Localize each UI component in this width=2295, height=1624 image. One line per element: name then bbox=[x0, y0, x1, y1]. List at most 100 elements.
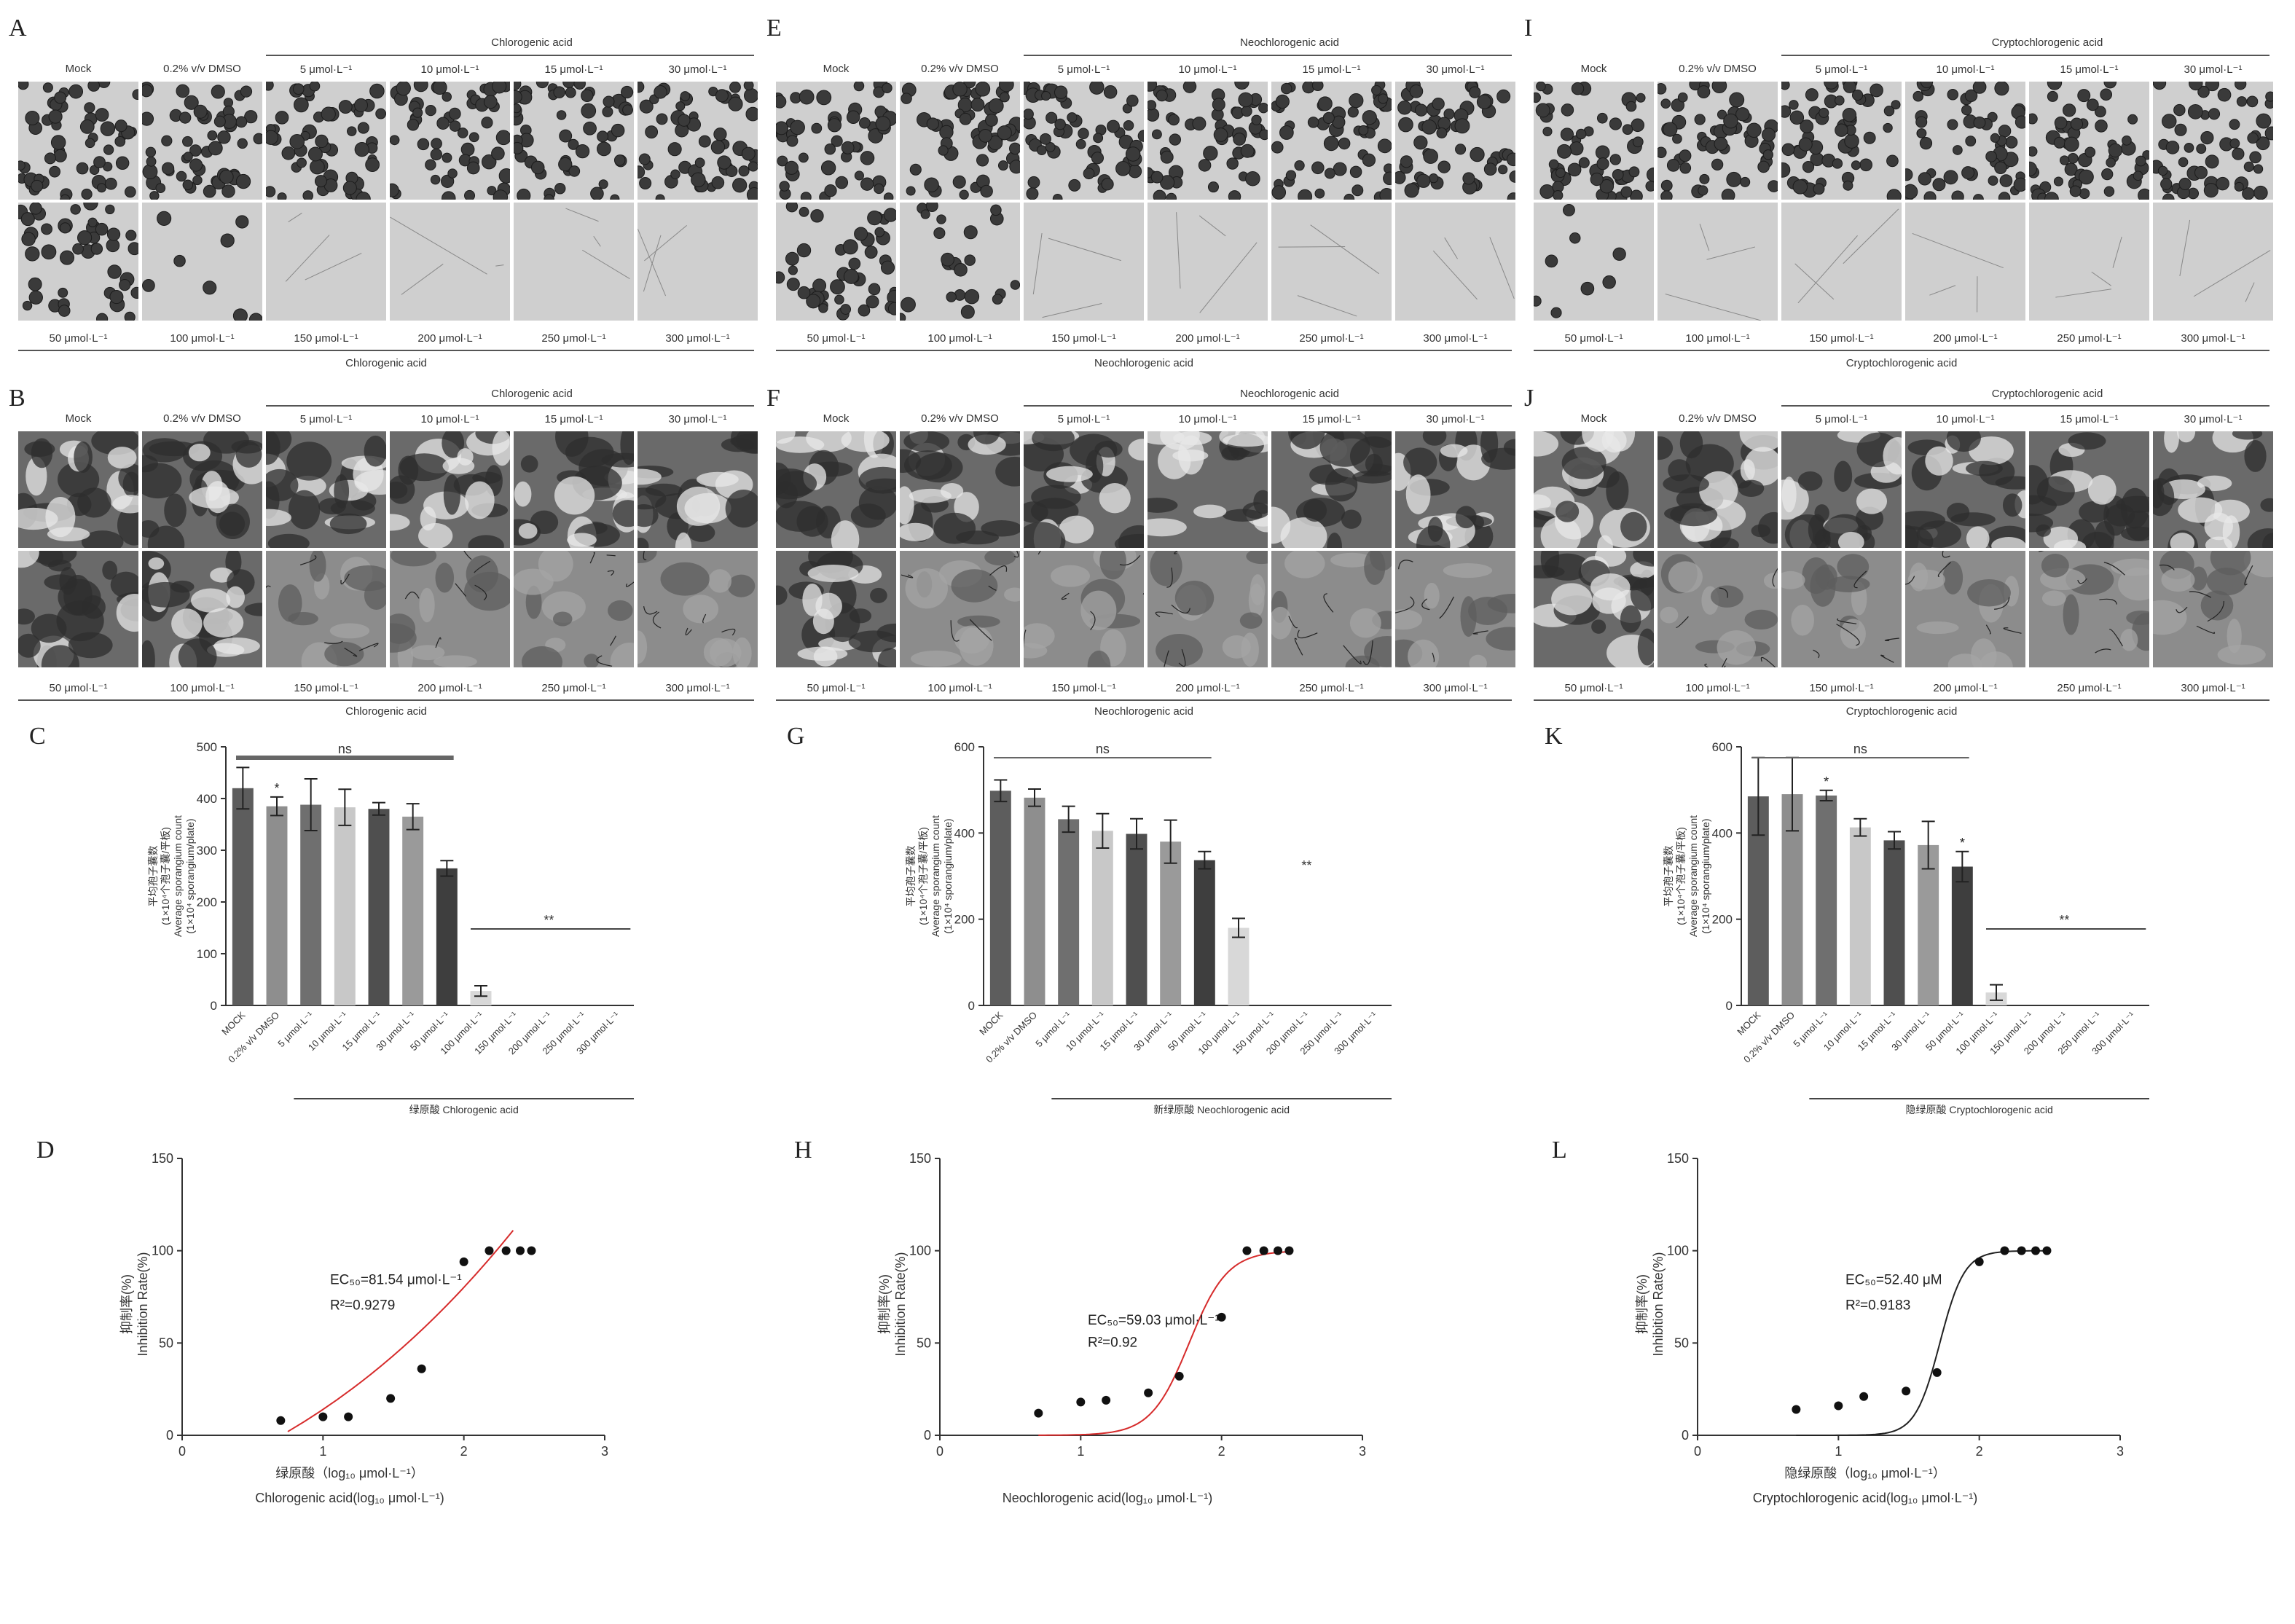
micrograph-cell bbox=[2029, 82, 2149, 200]
column-label: 10 μmol·L⁻¹ bbox=[420, 63, 479, 76]
r2-annotation: R²=0.92 bbox=[1088, 1335, 1137, 1350]
micrograph-cell bbox=[2029, 551, 2149, 667]
data-point bbox=[1902, 1386, 1911, 1396]
bar bbox=[1883, 840, 1905, 1005]
column-label: 150 μmol·L⁻¹ bbox=[294, 682, 358, 694]
data-point bbox=[344, 1412, 353, 1421]
column-label: 250 μmol·L⁻¹ bbox=[541, 682, 606, 694]
compound-header: Neochlorogenic acid bbox=[1240, 36, 1339, 49]
micrograph-cell bbox=[514, 431, 634, 548]
ns-label: ns bbox=[338, 742, 352, 756]
panel-label: I bbox=[1524, 15, 1533, 42]
column-label: 50 μmol·L⁻¹ bbox=[807, 332, 866, 345]
r2-annotation: R²=0.9279 bbox=[330, 1298, 395, 1314]
footer-line bbox=[1534, 699, 2270, 701]
column-label: 250 μmol·L⁻¹ bbox=[541, 332, 606, 345]
bar bbox=[266, 806, 288, 1005]
y-tick-label: 0 bbox=[924, 1428, 931, 1443]
sig-label: ** bbox=[544, 913, 554, 927]
y-axis-label: Inhibition Rate(%) bbox=[893, 1252, 908, 1356]
footer-line bbox=[18, 699, 754, 701]
y-axis-label: Average sporangium count bbox=[930, 815, 941, 937]
micrograph-cell bbox=[1024, 203, 1144, 321]
category-label: MOCK bbox=[1735, 1009, 1762, 1037]
column-label: 250 μmol·L⁻¹ bbox=[2057, 682, 2122, 694]
data-point bbox=[386, 1394, 396, 1403]
compound-header: Cryptochlorogenic acid bbox=[1991, 388, 2103, 400]
compound-footer: Chlorogenic acid bbox=[345, 357, 427, 369]
y-axis-label: (1×10⁴个孢子囊/平板) bbox=[1675, 827, 1687, 925]
column-label: 5 μmol·L⁻¹ bbox=[1815, 63, 1868, 76]
x-tick-label: 1 bbox=[1835, 1444, 1842, 1459]
header-line bbox=[1024, 55, 1512, 56]
x-axis-label: 隐绿原酸（log₁₀ μmol·L⁻¹） bbox=[1784, 1466, 1945, 1480]
column-label: 15 μmol·L⁻¹ bbox=[1302, 413, 1361, 425]
bar-chart: 0 200 400 600 平均孢子囊数 (1×10⁴个孢子囊/平板) Average sp… bbox=[1663, 740, 2149, 1115]
bar bbox=[470, 991, 492, 1005]
bar bbox=[1816, 795, 1837, 1005]
column-label: 15 μmol·L⁻¹ bbox=[544, 413, 603, 425]
column-label: 100 μmol·L⁻¹ bbox=[170, 682, 235, 694]
column-label: 0.2% v/v DMSO bbox=[163, 63, 241, 75]
column-label: 200 μmol·L⁻¹ bbox=[1933, 682, 1998, 694]
x-tick-label: 3 bbox=[601, 1444, 608, 1459]
column-label: Mock bbox=[1580, 412, 1607, 425]
micrograph-cell bbox=[1905, 431, 2025, 548]
panel-label: J bbox=[1524, 385, 1534, 412]
micrograph-cell bbox=[266, 431, 386, 548]
y-tick-label: 600 bbox=[954, 740, 975, 754]
data-point bbox=[417, 1364, 426, 1373]
column-label: 150 μmol·L⁻¹ bbox=[1051, 682, 1116, 694]
column-label: 50 μmol·L⁻¹ bbox=[49, 682, 108, 694]
micrograph-cell bbox=[900, 551, 1020, 667]
y-axis-label: Average sporangium count bbox=[172, 815, 184, 937]
micrograph-cell bbox=[1534, 82, 1654, 200]
micrograph-cell bbox=[2029, 431, 2149, 548]
column-label: 250 μmol·L⁻¹ bbox=[1299, 332, 1364, 345]
column-label: 150 μmol·L⁻¹ bbox=[1051, 332, 1116, 345]
x-tick-label: 2 bbox=[1218, 1444, 1225, 1459]
micrograph-cell bbox=[1781, 551, 1902, 667]
micrograph-cell bbox=[1024, 431, 1144, 548]
y-tick-label: 400 bbox=[1712, 826, 1733, 840]
column-label: 100 μmol·L⁻¹ bbox=[170, 332, 235, 345]
column-label: 15 μmol·L⁻¹ bbox=[2060, 413, 2119, 425]
micrograph-cell bbox=[2153, 431, 2273, 548]
micrograph-cell bbox=[1534, 203, 1654, 321]
column-label: 300 μmol·L⁻¹ bbox=[2181, 682, 2245, 694]
column-label: 30 μmol·L⁻¹ bbox=[2184, 413, 2243, 425]
panel-label: K bbox=[1545, 723, 1563, 750]
header-line bbox=[266, 405, 754, 407]
y-axis-label: (1×10⁴个孢子囊/平板) bbox=[160, 827, 171, 925]
micrograph-cell bbox=[776, 551, 896, 667]
data-point bbox=[1834, 1401, 1843, 1411]
micrograph-cell bbox=[1024, 82, 1144, 200]
micrograph-cell bbox=[1271, 203, 1392, 321]
column-label: 10 μmol·L⁻¹ bbox=[420, 413, 479, 425]
column-label: 0.2% v/v DMSO bbox=[921, 63, 999, 75]
column-label: 300 μmol·L⁻¹ bbox=[1423, 332, 1488, 345]
column-label: 300 μmol·L⁻¹ bbox=[665, 682, 730, 694]
micrograph-cell bbox=[18, 551, 138, 667]
micrograph-cell bbox=[1658, 203, 1778, 321]
column-label: 5 μmol·L⁻¹ bbox=[1815, 413, 1868, 425]
column-label: 250 μmol·L⁻¹ bbox=[1299, 682, 1364, 694]
category-label: MOCK bbox=[977, 1009, 1005, 1037]
bar bbox=[232, 788, 254, 1005]
compound-header: Cryptochlorogenic acid bbox=[1991, 36, 2103, 49]
bar bbox=[368, 809, 390, 1005]
data-point bbox=[2042, 1246, 2052, 1255]
data-point bbox=[1102, 1395, 1111, 1405]
column-label: 30 μmol·L⁻¹ bbox=[668, 63, 727, 76]
y-axis-label: 平均孢子囊数 bbox=[905, 846, 917, 907]
column-label: 5 μmol·L⁻¹ bbox=[1057, 63, 1110, 76]
micrograph-cell bbox=[1024, 551, 1144, 667]
bar bbox=[1091, 831, 1113, 1005]
bar bbox=[300, 804, 322, 1005]
micrograph-cell bbox=[1658, 82, 1778, 200]
column-label: 100 μmol·L⁻¹ bbox=[927, 682, 992, 694]
x-axis-label: 绿原酸（log₁₀ μmol·L⁻¹） bbox=[275, 1466, 423, 1480]
micrograph-cell bbox=[1905, 551, 2025, 667]
micrograph-cell bbox=[514, 203, 634, 321]
y-tick-label: 500 bbox=[197, 740, 217, 754]
